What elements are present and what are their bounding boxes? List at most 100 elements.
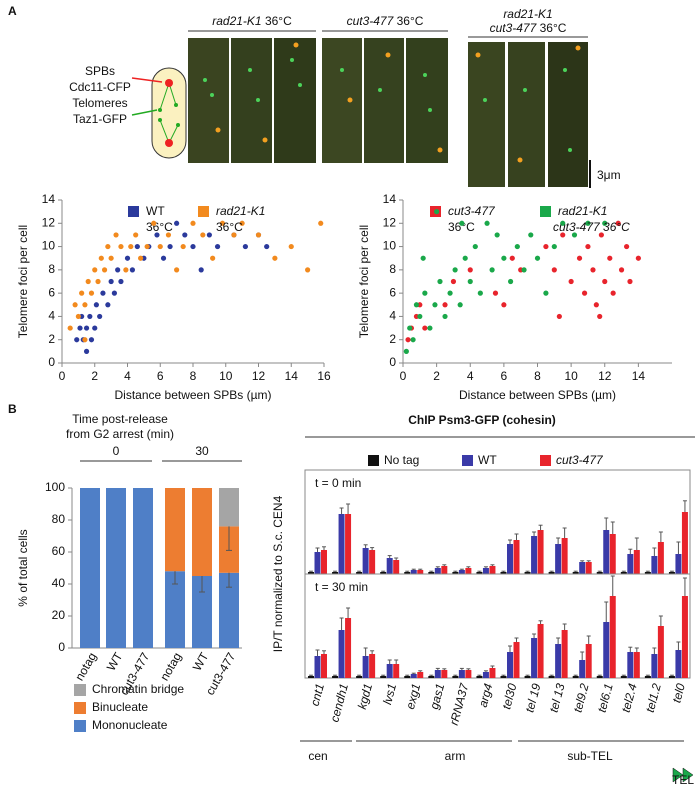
x-tick-label: WT [104,650,126,674]
x-tick-label: 12 [598,369,612,383]
legend-label: WT [146,204,165,218]
point [543,290,549,296]
bar [596,572,603,574]
bar [380,572,387,574]
legend-swatch [540,455,551,466]
bar [513,540,520,574]
bar [675,650,682,678]
y-tick-label: 100 [45,480,65,494]
y-tick-label: 60 [52,544,66,558]
point [231,232,237,238]
point [83,325,90,331]
legend-swatch [462,455,473,466]
point [514,243,520,250]
point [635,255,641,261]
y-tick-label: 20 [52,608,66,622]
point [427,325,433,331]
legend-swatch [74,720,86,732]
point [264,243,270,250]
bar-segment [192,488,212,576]
point [407,325,413,331]
bar [410,674,417,678]
point [590,267,596,273]
point [79,290,85,296]
bar [603,622,610,678]
bar [338,630,345,678]
bar [548,676,555,678]
bar [380,676,387,678]
y-tick-label: 10 [42,239,56,253]
bar [417,570,424,574]
bar [668,572,675,574]
point [457,302,463,308]
point [528,232,534,238]
label: rad21-K1 [503,7,552,21]
bar [404,676,411,678]
legend-label: Mononucleate [92,718,168,732]
panel-label: A [8,4,17,18]
point [305,267,311,273]
point [585,220,591,226]
x-tick-label: cendh1 [327,682,351,724]
bar [308,676,314,678]
point [82,302,88,308]
x-label: Distance between SPBs (µm) [115,388,272,402]
bar-segment [219,488,239,527]
point [568,278,574,285]
point [452,267,458,273]
legend-label: rad21-K1 [216,204,265,218]
legend-label: 36°C [448,220,475,234]
bar-segment [192,576,212,648]
point [437,278,443,285]
bar [507,652,513,678]
point [501,302,507,308]
point [492,290,499,296]
point [420,255,426,261]
legend-label: cut3-477 [556,453,604,467]
x-tick-label: gas1 [427,682,447,711]
point [472,243,478,250]
point [602,220,608,226]
y-tick-label: 8 [48,262,55,276]
x-tick-label: rRNA37 [447,681,472,727]
bar [524,676,531,678]
x-tick-label: 12 [252,369,266,383]
x-tick-label: 8 [190,369,197,383]
point [157,243,163,250]
point [509,255,515,261]
point [477,290,483,296]
bar [356,572,363,574]
bar [476,572,483,574]
legend-label: rad21-K1 [558,204,607,218]
y-tick-label: 12 [383,215,397,229]
point [98,255,104,261]
bar [476,676,483,678]
bar [441,670,448,678]
x-tick-label: cnt1 [308,682,327,708]
point [128,243,134,250]
bar [609,534,616,574]
bar [332,572,339,574]
group-label: 0 [113,444,120,458]
point [272,255,278,261]
bar [627,554,634,574]
point [410,337,416,343]
panel-label: B [8,402,17,416]
point [151,220,157,226]
point [450,278,457,285]
bar [332,676,339,678]
label-part: cut3-477 [347,14,395,28]
x-tick-label: 4 [467,369,474,383]
point [462,255,468,261]
bar [596,676,603,678]
point [560,220,566,226]
point [118,278,124,285]
bar [356,676,363,678]
cartoon-label: Telomeres [72,96,127,110]
bar [345,618,352,678]
bar [345,514,352,574]
bar [308,572,314,574]
y-tick-label: 12 [42,215,56,229]
y-tick-label: 80 [52,512,66,526]
point [83,348,90,354]
